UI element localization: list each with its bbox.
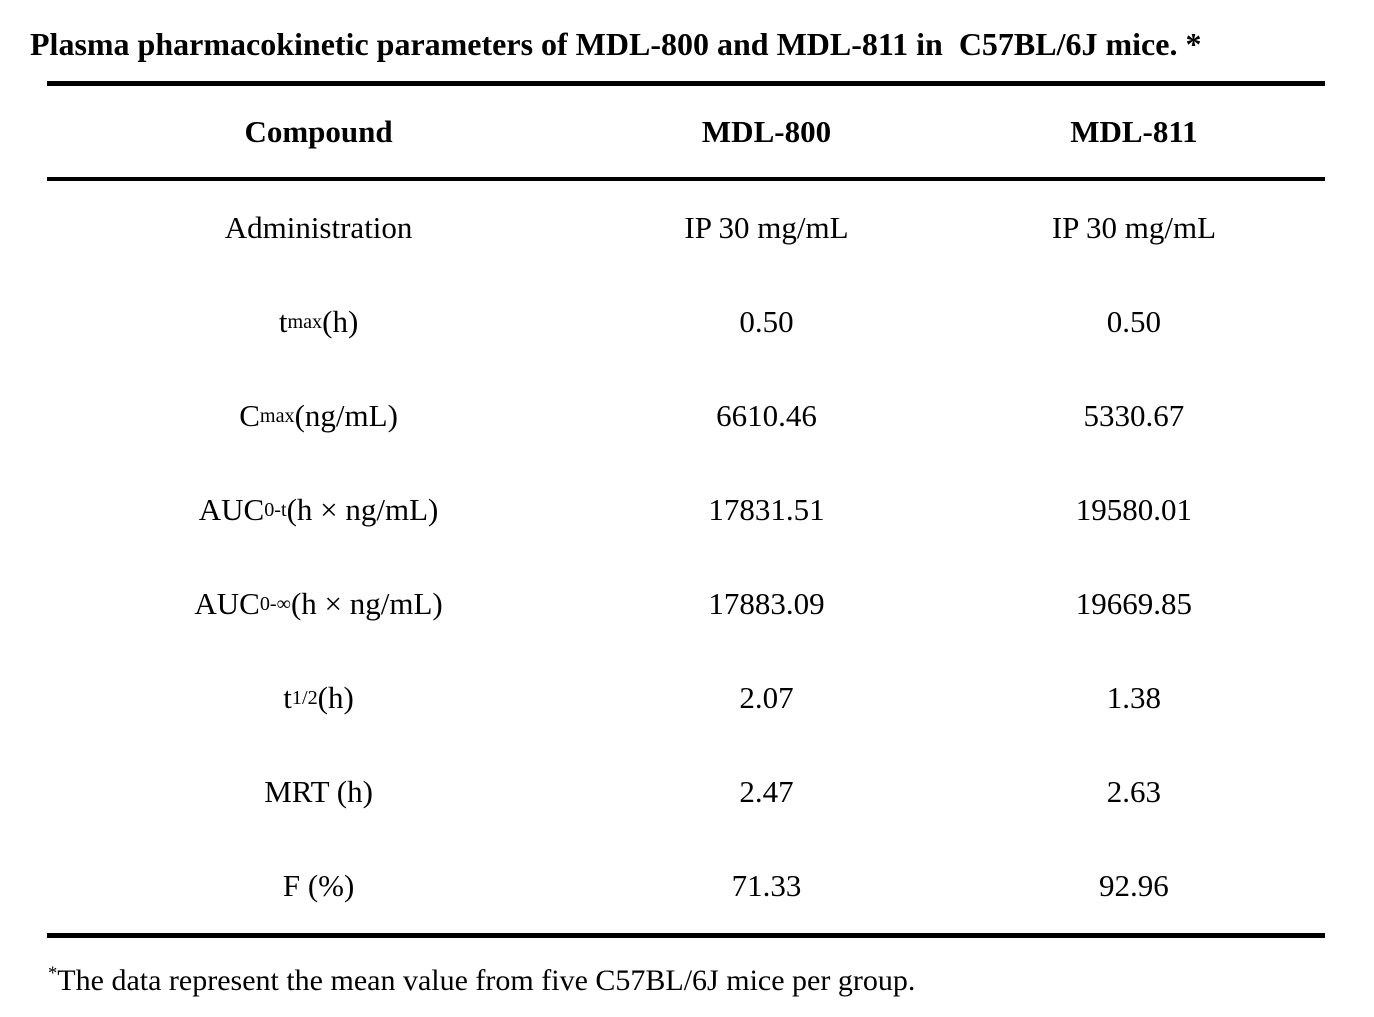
table-header-row: Compound MDL-800 MDL-811 <box>47 86 1325 181</box>
table-row: t 1/2 (h) 2.07 1.38 <box>47 651 1325 745</box>
row-label: AUC 0-∞ (h × ng/mL) <box>194 586 443 621</box>
cell-mdl800: 2.47 <box>739 774 794 809</box>
cell-mdl811: 2.63 <box>1106 774 1162 809</box>
table-row: MRT (h) 2.47 2.63 <box>47 745 1325 839</box>
column-header-mdl800: MDL-800 <box>701 113 832 149</box>
column-header-mdl811: MDL-811 <box>1070 113 1198 149</box>
footnote: *The data represent the mean value from … <box>48 964 1374 998</box>
cell-mdl811: IP 30 mg/mL <box>1051 210 1217 245</box>
cell-mdl800: 2.07 <box>739 680 794 715</box>
table-body: Administration IP 30 mg/mL IP 30 mg/mL t max… <box>47 181 1325 933</box>
cell-mdl811: 5330.67 <box>1083 398 1185 433</box>
cell-mdl800: 17831.51 <box>708 492 825 527</box>
pk-table: Compound MDL-800 MDL-811 Administration I… <box>47 81 1325 938</box>
row-label: AUC 0-t (h × ng/mL) <box>198 492 439 527</box>
row-label: F (%) <box>282 868 355 903</box>
cell-mdl800: IP 30 mg/mL <box>684 210 849 245</box>
table-title: Plasma pharmacokinetic parameters of MDL… <box>30 26 1202 62</box>
row-label: MRT (h) <box>264 774 373 809</box>
cell-mdl811: 92.96 <box>1099 868 1169 903</box>
column-header-compound: Compound <box>244 113 393 149</box>
cell-mdl811: 1.38 <box>1106 680 1162 715</box>
row-label: t max (h) <box>278 304 359 339</box>
footnote-marker: * <box>48 963 58 984</box>
cell-mdl811: 0.50 <box>1106 304 1162 339</box>
cell-mdl811: 19580.01 <box>1075 492 1193 527</box>
table-row: AUC 0-t (h × ng/mL) 17831.51 19580.01 <box>47 463 1325 557</box>
footnote-text: The data represent the mean value from f… <box>57 964 916 997</box>
cell-mdl800: 71.33 <box>731 868 802 903</box>
cell-mdl800: 17883.09 <box>708 586 825 621</box>
cell-mdl800: 6610.46 <box>716 398 817 433</box>
cell-mdl811: 19669.85 <box>1075 586 1193 621</box>
table-row: t max (h) 0.50 0.50 <box>47 275 1325 369</box>
table-row: F (%) 71.33 92.96 <box>47 839 1325 933</box>
table-row: Administration IP 30 mg/mL IP 30 mg/mL <box>47 181 1325 275</box>
table-row: AUC 0-∞ (h × ng/mL) 17883.09 19669.85 <box>47 557 1325 651</box>
row-label: t 1/2 (h) <box>283 680 354 715</box>
cell-mdl800: 0.50 <box>739 304 794 339</box>
row-label: Administration <box>224 210 413 245</box>
